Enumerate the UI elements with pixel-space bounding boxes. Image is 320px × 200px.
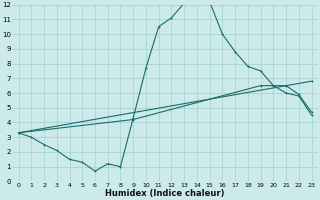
X-axis label: Humidex (Indice chaleur): Humidex (Indice chaleur) [105,189,225,198]
